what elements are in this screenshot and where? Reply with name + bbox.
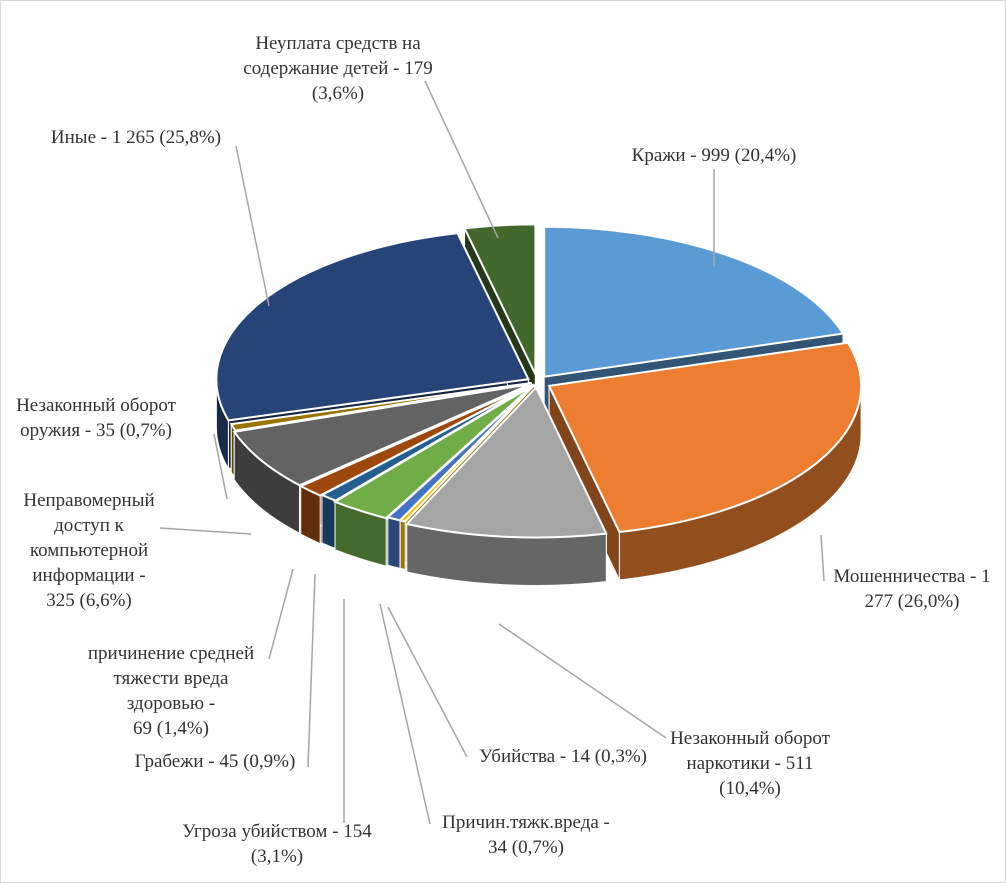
- data-label-line: (3,6%): [312, 83, 364, 104]
- leader-line-8: [160, 528, 251, 534]
- data-label-line: Неуплата средств на: [255, 33, 421, 54]
- data-label-line: (10,4%): [719, 778, 781, 799]
- data-label-line: Незаконный оборот: [670, 728, 831, 749]
- data-label-line: Убийства - 14 (0,3%): [479, 746, 647, 767]
- data-label-7: причинение средней тяжести вреда здоровью …: [88, 643, 254, 739]
- leader-line-6: [308, 574, 315, 767]
- slice-tops: [216, 224, 861, 537]
- data-label-line: оружия - 35 (0,7%): [20, 420, 172, 441]
- data-label-8: Неправомерный доступ к компьютерной информа…: [23, 490, 154, 611]
- data-label-11: Неуплата средств на содержание детей - 17…: [243, 33, 432, 104]
- data-label-line: причинение средней: [88, 643, 254, 664]
- data-label-5: Угроза убийством - 154 (3,1%): [182, 821, 372, 867]
- data-label-line: компьютерной: [30, 540, 148, 561]
- data-label-line: Причин.тяжк.вреда -: [442, 812, 610, 833]
- leader-line-7: [269, 569, 293, 659]
- data-label-1: Мошенничества - 1 277 (26,0%): [833, 566, 990, 612]
- data-label-0: Кражи - 999 (20,4%): [632, 145, 797, 166]
- data-label-line: 34 (0,7%): [488, 837, 564, 858]
- slice-side-4-0: [388, 517, 400, 568]
- data-label-9: Незаконный оборот оружия - 35 (0,7%): [16, 395, 177, 441]
- data-label-line: доступ к: [54, 515, 125, 536]
- slice-side-6-0: [322, 495, 336, 549]
- data-label-line: 325 (6,6%): [46, 590, 131, 611]
- data-label-line: содержание детей - 179: [243, 58, 432, 79]
- data-label-line: здоровью -: [127, 693, 215, 714]
- data-label-2: Незаконный оборот наркотики - 511 (10,4%): [670, 728, 831, 799]
- data-label-line: наркотики - 511: [686, 753, 813, 774]
- slice-side-3-0: [400, 520, 405, 569]
- data-label-line: Незаконный оборот: [16, 395, 177, 416]
- leader-line-10: [236, 146, 269, 306]
- data-label-6: Грабежи - 45 (0,9%): [135, 751, 296, 772]
- data-label-line: Кражи - 999 (20,4%): [632, 145, 797, 166]
- data-label-line: Грабежи - 45 (0,9%): [135, 751, 296, 772]
- data-label-line: Неправомерный: [23, 490, 154, 511]
- data-label-3: Убийства - 14 (0,3%): [479, 746, 647, 767]
- data-label-line: 277 (26,0%): [865, 591, 960, 612]
- leader-line-3: [388, 607, 467, 757]
- data-label-line: 69 (1,4%): [133, 718, 209, 739]
- leader-line-4: [380, 604, 430, 824]
- data-label-line: тяжести вреда: [114, 668, 230, 689]
- data-label-10: Иные - 1 265 (25,8%): [51, 127, 221, 148]
- leader-line-2: [499, 624, 666, 738]
- data-label-line: (3,1%): [251, 846, 303, 867]
- data-label-4: Причин.тяжк.вреда - 34 (0,7%): [442, 812, 610, 858]
- leader-line-11: [425, 81, 498, 238]
- leader-line-1: [821, 535, 824, 581]
- data-label-line: информации -: [32, 565, 145, 586]
- data-label-line: Угроза убийством - 154: [182, 821, 372, 842]
- data-label-line: Иные - 1 265 (25,8%): [51, 127, 221, 148]
- data-label-line: Мошенничества - 1: [833, 566, 990, 587]
